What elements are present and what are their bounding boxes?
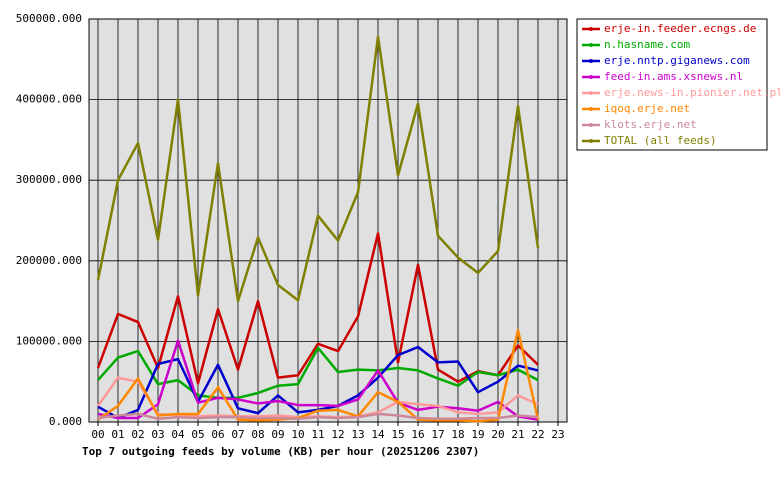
x-tick-label: 06 (211, 428, 224, 441)
legend-label: TOTAL (all feeds) (604, 134, 717, 147)
series-line (97, 412, 539, 421)
legend-marker (589, 123, 593, 127)
y-tick-label: 400000.000 (16, 93, 82, 106)
x-tick-label: 08 (251, 428, 264, 441)
x-tick-label: 09 (271, 428, 284, 441)
x-tick-label: 13 (351, 428, 364, 441)
y-tick-label: 300000.000 (16, 173, 82, 186)
legend-marker (589, 27, 593, 31)
x-tick-label: 12 (331, 428, 344, 441)
plot-area (88, 18, 568, 423)
legend-label: klots.erje.net (604, 118, 697, 131)
legend-marker (589, 107, 593, 111)
y-tick-label: 500000.000 (16, 12, 82, 25)
legend-label: iqoq.erje.net (604, 102, 690, 115)
series-line (97, 339, 539, 421)
x-tick-label: 23 (551, 428, 564, 441)
series-line (96, 35, 540, 303)
chart-title: Top 7 outgoing feeds by volume (KB) per … (82, 445, 479, 458)
x-tick-label: 11 (311, 428, 324, 441)
legend-marker (589, 75, 593, 79)
legend-marker (589, 43, 593, 47)
x-tick-label: 03 (151, 428, 164, 441)
x-tick-label: 18 (451, 428, 464, 441)
x-tick-label: 01 (111, 428, 124, 441)
y-tick-label: 100000.000 (16, 334, 82, 347)
x-tick-label: 14 (371, 428, 385, 441)
x-tick-label: 00 (91, 428, 104, 441)
x-tick-label: 02 (131, 428, 144, 441)
x-tick-label: 16 (411, 428, 424, 441)
legend-label: erje.nntp.giganews.com (604, 54, 750, 67)
legend-marker (589, 91, 593, 95)
y-tick-label: 0.000 (49, 415, 82, 428)
x-tick-label: 22 (531, 428, 544, 441)
legend-box (576, 18, 768, 151)
legend-label: erje.news-in.pionier.net.pl (604, 86, 780, 99)
series-line (97, 346, 539, 400)
x-tick-label: 20 (491, 428, 504, 441)
x-tick-label: 19 (471, 428, 484, 441)
x-tick-label: 10 (291, 428, 304, 441)
x-tick-label: 17 (431, 428, 444, 441)
legend-label: n.hasname.com (604, 38, 690, 51)
x-tick-label: 04 (171, 428, 185, 441)
x-tick-label: 21 (511, 428, 524, 441)
x-tick-label: 05 (191, 428, 204, 441)
legend-label: feed-in.ams.xsnews.nl (604, 70, 743, 83)
legend-marker (589, 139, 593, 143)
y-tick-label: 200000.000 (16, 254, 82, 267)
series-line (97, 328, 540, 423)
x-tick-label: 15 (391, 428, 404, 441)
legend-label: erje-in.feeder.ecngs.de (604, 22, 756, 35)
legend-marker (589, 59, 593, 63)
x-tick-label: 07 (231, 428, 244, 441)
series-line (96, 232, 539, 385)
